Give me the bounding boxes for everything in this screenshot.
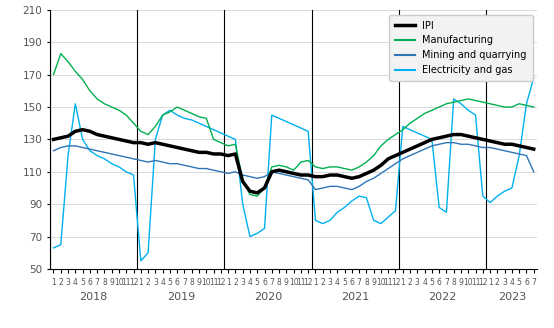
Text: 2018: 2018: [79, 292, 107, 301]
Text: 2022: 2022: [429, 292, 457, 301]
Legend: IPI, Manufacturing, Mining and quarrying, Electricity and gas: IPI, Manufacturing, Mining and quarrying…: [389, 15, 532, 81]
Text: 2019: 2019: [167, 292, 195, 301]
Text: 2021: 2021: [341, 292, 370, 301]
Text: 2023: 2023: [498, 292, 526, 301]
Text: 2020: 2020: [254, 292, 283, 301]
